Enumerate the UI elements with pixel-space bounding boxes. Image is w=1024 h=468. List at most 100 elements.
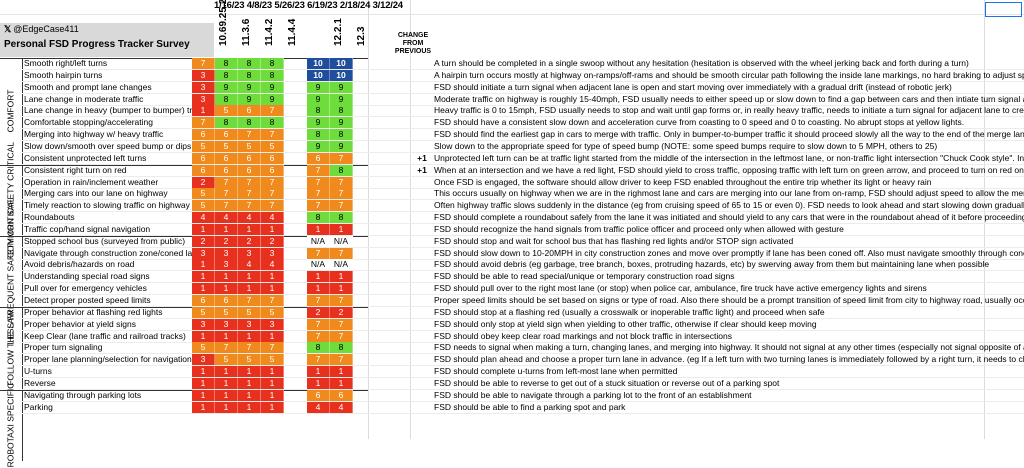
score-cell[interactable]: 1: [192, 259, 215, 271]
score-cell[interactable]: 1: [330, 223, 353, 235]
score-cell[interactable]: 1: [192, 389, 215, 401]
score-cell[interactable]: 3: [261, 247, 284, 259]
feature-cell[interactable]: Navigate through construction zone/coned…: [24, 247, 206, 258]
score-cell[interactable]: 7: [238, 129, 261, 141]
description-cell[interactable]: Moderate traffic on highway is roughly 1…: [434, 93, 1024, 104]
score-cell[interactable]: 9: [238, 93, 261, 105]
score-cell[interactable]: 7: [307, 188, 330, 200]
score-cell[interactable]: 8: [215, 117, 238, 129]
score-cell[interactable]: 3: [238, 247, 261, 259]
feature-cell[interactable]: Traffic cop/hand signal navigation: [24, 223, 151, 234]
score-cell[interactable]: 7: [330, 152, 353, 164]
score-cell[interactable]: 1: [330, 271, 353, 283]
score-cell[interactable]: 7: [192, 58, 215, 69]
score-cell[interactable]: 6: [238, 164, 261, 176]
feature-cell[interactable]: Understanding special road signs: [24, 271, 150, 282]
score-cell[interactable]: 3: [192, 93, 215, 105]
score-cell[interactable]: 1: [215, 377, 238, 389]
score-cell[interactable]: 9: [261, 81, 284, 93]
score-cell[interactable]: 1: [192, 105, 215, 117]
score-cell[interactable]: 1: [192, 283, 215, 295]
score-cell[interactable]: 5: [261, 306, 284, 318]
feature-cell[interactable]: Stopped school bus (surveyed from public…: [24, 235, 186, 246]
score-cell[interactable]: 9: [307, 93, 330, 105]
score-cell[interactable]: 6: [215, 295, 238, 306]
description-cell[interactable]: FSD should have a consistent slow down a…: [434, 117, 965, 128]
score-cell[interactable]: 7: [215, 188, 238, 200]
score-cell[interactable]: 1: [192, 223, 215, 235]
description-cell[interactable]: Often highway traffic slows suddenly in …: [434, 200, 1024, 211]
score-cell[interactable]: 6: [215, 129, 238, 141]
score-cell[interactable]: 8: [330, 212, 353, 224]
score-cell[interactable]: 1: [238, 271, 261, 283]
score-cell[interactable]: 8: [307, 342, 330, 354]
score-cell[interactable]: 7: [238, 176, 261, 188]
feature-cell[interactable]: Smooth and prompt lane changes: [24, 81, 152, 92]
description-cell[interactable]: FSD should initiate a turn signal when a…: [434, 81, 952, 92]
score-cell[interactable]: 5: [238, 140, 261, 152]
score-cell[interactable]: 1: [215, 366, 238, 378]
score-cell[interactable]: 1: [261, 330, 284, 342]
score-cell[interactable]: 7: [330, 330, 353, 342]
score-cell[interactable]: 1: [215, 271, 238, 283]
score-cell[interactable]: 4: [261, 259, 284, 271]
score-cell[interactable]: 6: [192, 129, 215, 141]
score-cell[interactable]: 7: [192, 117, 215, 129]
score-cell[interactable]: 5: [192, 200, 215, 212]
feature-cell[interactable]: Navigating through parking lots: [24, 389, 142, 400]
score-cell[interactable]: 8: [215, 93, 238, 105]
score-cell[interactable]: 2: [330, 306, 353, 318]
score-cell[interactable]: 9: [261, 93, 284, 105]
score-cell[interactable]: 6: [238, 152, 261, 164]
feature-cell[interactable]: Consistent unprotected left turns: [24, 152, 147, 163]
score-cell[interactable]: 1: [261, 389, 284, 401]
score-cell[interactable]: 1: [215, 223, 238, 235]
feature-cell[interactable]: Pull over for emergency vehicles: [24, 283, 147, 294]
score-cell[interactable]: 1: [330, 377, 353, 389]
feature-cell[interactable]: Merging cars into our lane on highway: [24, 188, 168, 199]
score-cell[interactable]: 7: [307, 200, 330, 212]
score-cell[interactable]: 8: [215, 58, 238, 69]
score-cell[interactable]: 8: [261, 117, 284, 129]
score-cell[interactable]: N/A: [330, 235, 353, 247]
description-cell[interactable]: FSD should be able to read special/uniqu…: [434, 271, 735, 282]
score-cell[interactable]: 2: [261, 235, 284, 247]
score-cell[interactable]: 5: [261, 140, 284, 152]
feature-cell[interactable]: Slow down/smooth over speed bump or dips: [24, 140, 192, 151]
score-cell[interactable]: 6: [192, 164, 215, 176]
score-cell[interactable]: 1: [215, 330, 238, 342]
description-cell[interactable]: FSD should find the earliest gap in cars…: [434, 129, 1024, 140]
description-cell[interactable]: Once FSD is engaged, the software should…: [434, 176, 932, 187]
feature-cell[interactable]: U-turns: [24, 366, 52, 377]
feature-cell[interactable]: Parking: [24, 401, 53, 412]
score-cell[interactable]: 1: [261, 366, 284, 378]
score-cell[interactable]: 10: [307, 58, 330, 69]
description-cell[interactable]: FSD should plan ahead and choose a prope…: [434, 354, 1024, 365]
score-cell[interactable]: 8: [330, 164, 353, 176]
score-cell[interactable]: 3: [238, 318, 261, 330]
score-cell[interactable]: 4: [238, 259, 261, 271]
score-cell[interactable]: 5: [192, 140, 215, 152]
score-cell[interactable]: 6: [192, 152, 215, 164]
description-cell[interactable]: FSD should be able to navigate through a…: [434, 389, 752, 400]
score-cell[interactable]: 1: [238, 401, 261, 413]
description-cell[interactable]: FSD should stop and wait for school bus …: [434, 235, 794, 246]
score-cell[interactable]: 1: [215, 401, 238, 413]
score-cell[interactable]: 7: [261, 176, 284, 188]
score-cell[interactable]: 1: [307, 366, 330, 378]
feature-cell[interactable]: Consistent right turn on red: [24, 164, 127, 175]
score-cell[interactable]: 4: [261, 212, 284, 224]
score-cell[interactable]: 1: [330, 366, 353, 378]
score-cell[interactable]: 6: [238, 105, 261, 117]
score-cell[interactable]: 6: [261, 164, 284, 176]
score-cell[interactable]: 5: [238, 306, 261, 318]
score-cell[interactable]: 7: [330, 318, 353, 330]
score-cell[interactable]: 5: [215, 354, 238, 366]
description-cell[interactable]: A turn should be completed in a single s…: [434, 58, 969, 68]
score-cell[interactable]: 9: [330, 93, 353, 105]
description-cell[interactable]: FSD should complete u-turns from left-mo…: [434, 366, 678, 377]
score-cell[interactable]: 8: [238, 69, 261, 81]
score-cell[interactable]: 4: [215, 212, 238, 224]
score-cell[interactable]: 5: [192, 342, 215, 354]
score-cell[interactable]: 7: [307, 176, 330, 188]
